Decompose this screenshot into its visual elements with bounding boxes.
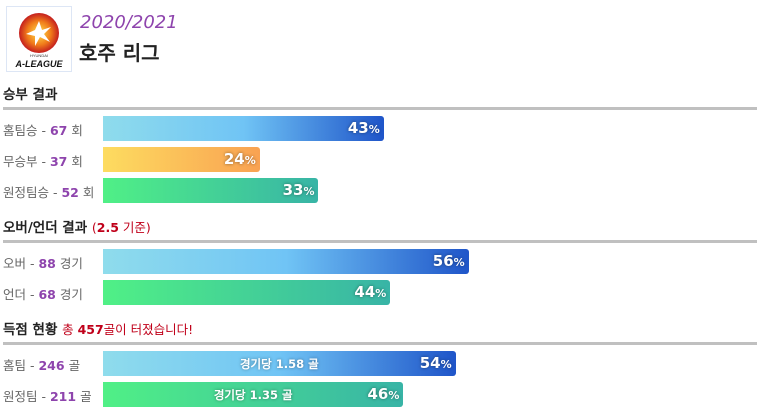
stat-row: 홈팀 - 246 골 경기당 1.58 골 54% <box>3 351 757 376</box>
divider <box>3 342 757 345</box>
percentage-label: 56% <box>432 252 465 270</box>
row-label: 홈팀승 - 67 회 <box>3 123 83 138</box>
league-logo: HYUNDAI A-LEAGUE <box>6 6 72 72</box>
row-label: 원정팀승 - 52 회 <box>3 185 95 200</box>
row-label: 오버 - 88 경기 <box>3 256 83 271</box>
svg-text:HYUNDAI: HYUNDAI <box>30 53 48 58</box>
percentage-bar: 24% <box>103 147 260 172</box>
overunder-section: 오버/언더 결과 (2.5 기준) 오버 - 88 경기 56% 언더 - 68… <box>3 219 757 305</box>
stat-row: 오버 - 88 경기 56% <box>3 249 757 274</box>
stat-row: 홈팀승 - 67 회 43% <box>3 116 757 141</box>
percentage-bar: 경기당 1.58 골 54% <box>103 351 456 376</box>
percentage-label: 24% <box>223 150 256 168</box>
section-title: 승부 결과 <box>3 87 58 103</box>
per-game-label: 경기당 1.35 골 <box>213 388 293 402</box>
svg-text:A-LEAGUE: A-LEAGUE <box>15 59 64 69</box>
divider <box>3 107 757 110</box>
stat-row: 언더 - 68 경기 44% <box>3 280 757 305</box>
percentage-bar: 33% <box>103 178 319 203</box>
percentage-bar: 43% <box>103 116 384 141</box>
stat-row: 원정팀승 - 52 회 33% <box>3 178 757 203</box>
section-title: 득점 현황 총 457골이 터졌습니다! <box>3 322 194 338</box>
row-label: 언더 - 68 경기 <box>3 287 83 302</box>
percentage-bar: 경기당 1.35 골 46% <box>103 382 404 407</box>
divider <box>3 240 757 243</box>
percentage-bar: 44% <box>103 280 391 305</box>
page-title: 호주 리그 <box>79 41 160 65</box>
stat-row: 무승부 - 37 회 24% <box>3 147 757 172</box>
goals-section: 득점 현황 총 457골이 터졌습니다! 홈팀 - 246 골 경기당 1.58… <box>3 321 757 407</box>
percentage-label: 46% <box>367 385 400 403</box>
total-goals-note: 총 457골이 터졌습니다! <box>62 322 194 337</box>
row-label: 홈팀 - 246 골 <box>3 358 81 373</box>
percentage-label: 43% <box>347 119 380 137</box>
results-section: 승부 결과 홈팀승 - 67 회 43% 무승부 - 37 회 24% 원정팀승… <box>3 86 757 203</box>
stat-row: 원정팀 - 211 골 경기당 1.35 골 46% <box>3 382 757 407</box>
per-game-label: 경기당 1.58 골 <box>239 357 319 371</box>
row-label: 원정팀 - 211 골 <box>3 389 92 404</box>
percentage-bar: 56% <box>103 249 469 274</box>
section-title: 오버/언더 결과 (2.5 기준) <box>3 220 151 236</box>
percentage-label: 54% <box>419 354 452 372</box>
percentage-label: 44% <box>354 283 387 301</box>
threshold-note: (2.5 기준) <box>91 220 151 235</box>
season: 2020/2021 <box>80 12 178 33</box>
row-label: 무승부 - 37 회 <box>3 154 83 169</box>
percentage-label: 33% <box>282 181 315 199</box>
